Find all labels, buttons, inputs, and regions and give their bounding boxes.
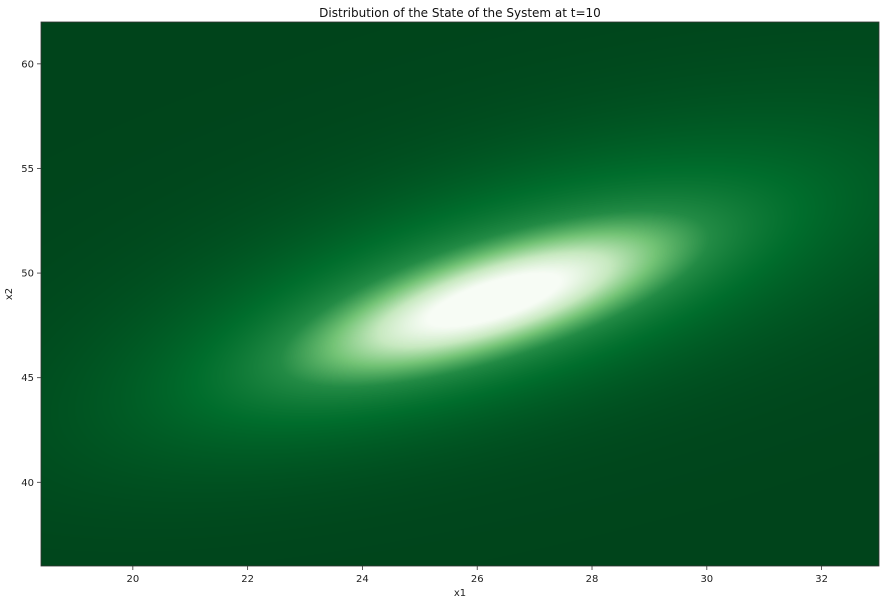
x-axis-label: x1 (454, 588, 466, 599)
x-tick-label: 26 (471, 574, 484, 585)
y-axis-label: x2 (4, 288, 15, 300)
x-tick-label: 28 (586, 574, 599, 585)
plot-frame (40, 21, 880, 567)
x-tick-label: 20 (126, 574, 139, 585)
y-tick-label: 40 (21, 478, 34, 489)
y-tick-label: 60 (21, 59, 34, 70)
plot-area (41, 22, 879, 566)
y-tick-label: 55 (21, 164, 34, 175)
y-tick-label: 45 (21, 373, 34, 384)
chart-title: Distribution of the State of the System … (319, 6, 601, 20)
x-tick-label: 32 (815, 574, 828, 585)
x-tick-label: 22 (241, 574, 254, 585)
x-tick-label: 30 (700, 574, 713, 585)
x-axis: 20 22 24 26 28 30 32 (126, 566, 828, 585)
y-tick-label: 50 (21, 269, 34, 280)
heatmap-canvas (41, 22, 879, 566)
x-tick-label: 24 (356, 574, 369, 585)
y-axis: 40 45 50 55 60 (21, 59, 41, 489)
